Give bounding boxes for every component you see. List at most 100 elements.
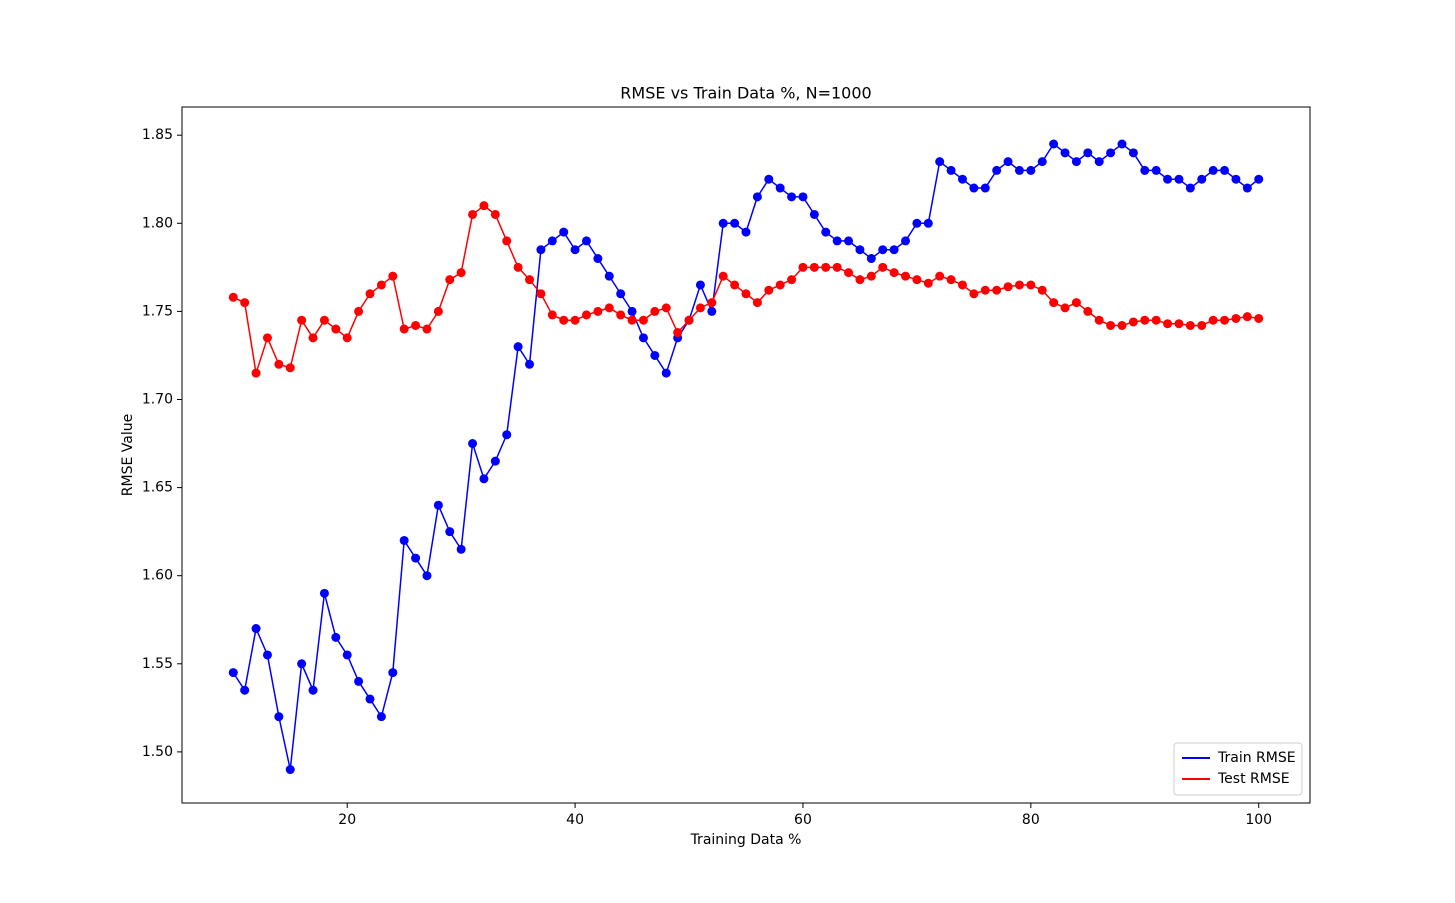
data-point <box>285 765 295 775</box>
data-point <box>502 430 512 440</box>
data-point <box>388 271 398 281</box>
x-tick-label: 80 <box>1022 812 1040 828</box>
data-point <box>1220 315 1230 325</box>
data-point <box>422 324 432 334</box>
data-point <box>1026 165 1036 175</box>
data-point <box>764 174 774 184</box>
data-point <box>1208 315 1218 325</box>
data-point <box>445 527 455 537</box>
y-tick-label: 1.60 <box>142 568 173 584</box>
data-point <box>581 310 591 320</box>
data-point <box>559 227 569 237</box>
data-point <box>1106 320 1116 330</box>
data-point <box>1094 157 1104 167</box>
data-point <box>1185 320 1195 330</box>
data-point <box>707 306 717 316</box>
data-point <box>1163 174 1173 184</box>
data-point <box>1117 139 1127 149</box>
data-point <box>354 306 364 316</box>
data-point <box>319 315 329 325</box>
data-point <box>1220 165 1230 175</box>
data-point <box>901 236 911 246</box>
data-point <box>673 328 683 338</box>
data-point <box>1026 280 1036 290</box>
data-point <box>866 254 876 264</box>
data-point <box>399 324 409 334</box>
data-point <box>285 363 295 373</box>
data-point <box>730 218 740 228</box>
data-point <box>342 650 352 660</box>
data-point <box>821 262 831 272</box>
legend-box <box>1173 742 1303 796</box>
data-point <box>1128 317 1138 327</box>
data-point <box>957 280 967 290</box>
data-point <box>1083 148 1093 158</box>
data-point <box>935 271 945 281</box>
data-point <box>1014 165 1024 175</box>
legend-label: Train RMSE <box>1217 750 1296 766</box>
data-point <box>262 650 272 660</box>
x-tick-label: 100 <box>1245 812 1272 828</box>
data-point <box>354 676 364 686</box>
data-point <box>1197 320 1207 330</box>
data-point <box>787 275 797 285</box>
data-point <box>525 359 535 369</box>
data-point <box>365 694 375 704</box>
data-point <box>923 278 933 288</box>
data-point <box>240 685 250 695</box>
data-point <box>957 174 967 184</box>
data-point <box>1037 157 1047 167</box>
data-point <box>1254 174 1264 184</box>
data-point <box>570 315 580 325</box>
data-point <box>297 659 307 669</box>
data-point <box>1117 320 1127 330</box>
data-point <box>798 262 808 272</box>
data-point <box>1185 183 1195 193</box>
data-point <box>1174 174 1184 184</box>
data-point <box>809 209 819 219</box>
data-point <box>866 271 876 281</box>
data-point <box>718 218 728 228</box>
data-point <box>342 333 352 343</box>
data-point <box>1140 165 1150 175</box>
data-point <box>1242 183 1252 193</box>
data-point <box>1049 139 1059 149</box>
data-point <box>980 285 990 295</box>
data-point <box>1071 298 1081 308</box>
data-point <box>513 342 523 352</box>
data-point <box>912 275 922 285</box>
data-point <box>855 275 865 285</box>
data-point <box>308 685 318 695</box>
data-point <box>274 359 284 369</box>
data-point <box>536 289 546 299</box>
data-point <box>1060 148 1070 158</box>
data-point <box>581 236 591 246</box>
series-line <box>232 142 1260 770</box>
data-point <box>684 315 694 325</box>
data-point <box>570 245 580 255</box>
data-point <box>308 333 318 343</box>
data-point <box>912 218 922 228</box>
data-point <box>616 310 626 320</box>
data-point <box>319 588 329 598</box>
data-point <box>490 209 500 219</box>
data-point <box>775 183 785 193</box>
data-point <box>1140 315 1150 325</box>
y-axis-label: RMSE Value <box>120 414 136 496</box>
data-point <box>240 298 250 308</box>
data-point <box>844 236 854 246</box>
data-point <box>752 192 762 202</box>
data-point <box>889 268 899 278</box>
x-axis-label: Training Data % <box>690 832 802 848</box>
data-point <box>490 456 500 466</box>
data-point <box>1163 319 1173 329</box>
data-point <box>297 315 307 325</box>
data-point <box>946 275 956 285</box>
data-point <box>228 668 238 678</box>
data-point <box>650 306 660 316</box>
data-point <box>411 320 421 330</box>
data-point <box>832 236 842 246</box>
data-point <box>741 289 751 299</box>
data-point <box>1197 174 1207 184</box>
